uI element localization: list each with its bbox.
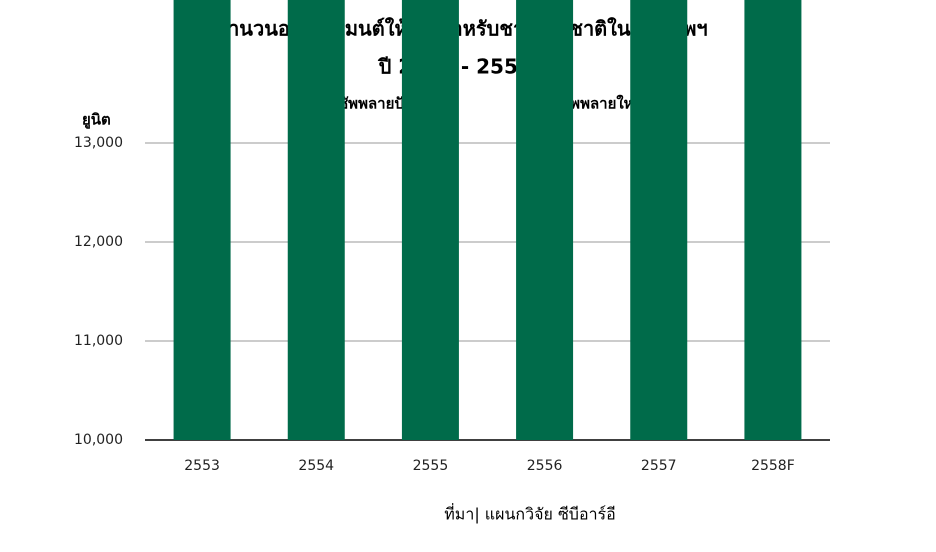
y-tick-label: 11,000 (74, 333, 123, 349)
x-tick-label: 2555 (413, 458, 449, 474)
x-tick-label: 2553 (184, 458, 220, 474)
bar-segment (401, 0, 459, 440)
bar-segment (173, 0, 231, 441)
bar-segment (516, 0, 574, 440)
legend-label: ซัพพลายใหม่ (560, 95, 643, 113)
x-tick-label: 2556 (527, 458, 563, 474)
x-tick-label: 2554 (298, 458, 334, 474)
bar-segment (630, 0, 688, 440)
y-tick-label: 13,000 (74, 135, 123, 151)
bar-segment (287, 0, 345, 441)
source-note: ที่มา| แผนกวิจัย ซีบีอาร์อี (444, 503, 616, 524)
x-tick-label: 2557 (641, 458, 677, 474)
y-axis-label: ยูนิต (82, 111, 111, 130)
x-tick-label: 2558F (751, 458, 795, 474)
y-tick-label: 10,000 (74, 432, 123, 448)
y-tick-label: 12,000 (74, 234, 123, 250)
bar-segment (744, 0, 802, 440)
